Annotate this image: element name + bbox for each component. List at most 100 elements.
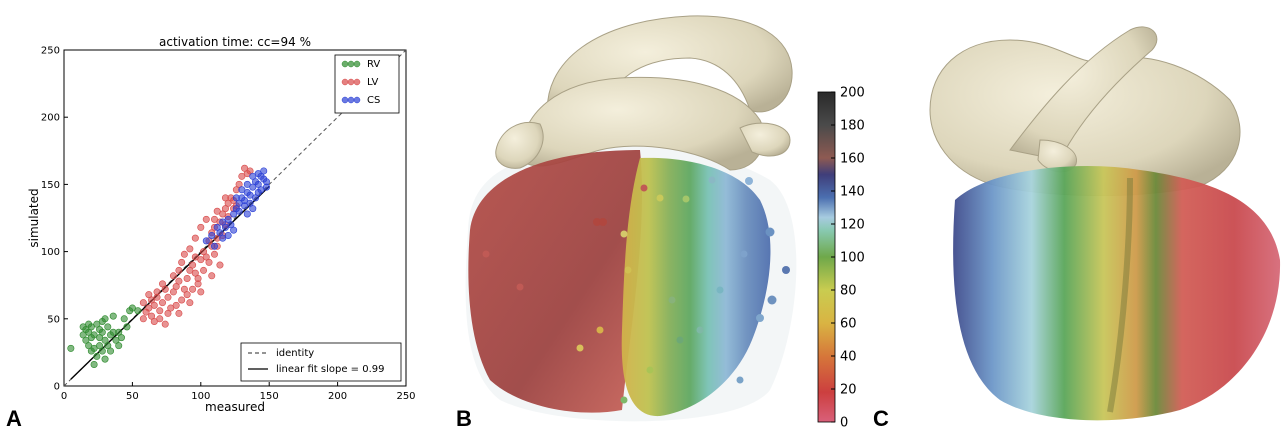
legend-label: LV xyxy=(367,77,378,88)
colorbar-tick-label: 80 xyxy=(840,284,857,299)
point-rv xyxy=(98,328,106,336)
point-cs xyxy=(249,205,257,213)
colorbar-tick-label: 180 xyxy=(840,119,865,134)
point-cs xyxy=(238,186,246,194)
point-cs xyxy=(202,237,210,245)
point-rv xyxy=(67,344,75,352)
colorbar-tick-label: 20 xyxy=(840,383,857,398)
point-cs xyxy=(219,234,227,242)
right-ventricle xyxy=(468,150,643,413)
point-lv xyxy=(175,266,183,274)
legend-marker xyxy=(341,60,349,68)
colorbar-tick-label: 100 xyxy=(840,251,865,266)
point-lv xyxy=(145,304,153,312)
point-rv xyxy=(120,315,128,323)
point-lv xyxy=(156,315,164,323)
point-cs xyxy=(224,231,232,239)
point-rv xyxy=(101,355,109,363)
legend-marker xyxy=(341,78,349,86)
point-rv xyxy=(87,347,95,355)
point-lv xyxy=(161,320,169,328)
point-cs xyxy=(208,231,216,239)
vessel-right xyxy=(739,122,791,157)
colorbar-tick-label: 120 xyxy=(840,218,865,233)
panel-label-c: C xyxy=(873,406,889,428)
x-axis-title: measured xyxy=(205,400,265,414)
point-rv xyxy=(115,342,123,350)
point-lv xyxy=(169,272,177,280)
point-rv xyxy=(104,323,112,331)
colorbar-tick-label: 200 xyxy=(840,86,865,101)
point-lv xyxy=(164,309,172,317)
point-cs xyxy=(246,191,254,199)
panel-label-b: B xyxy=(456,406,472,428)
y-tick-label: 50 xyxy=(47,314,60,325)
colorbar-tick-label: 160 xyxy=(840,152,865,167)
point-rv xyxy=(87,334,95,342)
legend-marker xyxy=(353,78,361,86)
point-rv xyxy=(93,352,101,360)
point-lv xyxy=(150,317,158,325)
x-tick-label: 250 xyxy=(396,391,415,402)
point-cs xyxy=(232,194,240,202)
point-lv xyxy=(210,215,218,223)
septal-groove-c xyxy=(1107,177,1133,413)
series-legend: RV LV CS xyxy=(334,54,400,114)
point-cs xyxy=(254,170,262,178)
point-rv xyxy=(82,336,90,344)
point-cs xyxy=(260,167,268,175)
panel-a: activation time: cc=94 % 0 50 100 150 200 250… xyxy=(27,35,416,414)
colorbar: 0 20 40 60 80 100 120 140 160 180 200 xyxy=(817,86,865,428)
point-lv xyxy=(183,291,191,299)
lines-legend-box xyxy=(240,342,402,382)
point-cs xyxy=(241,202,249,210)
point-lv xyxy=(139,315,147,323)
point-lv xyxy=(139,299,147,307)
point-cs xyxy=(235,207,243,215)
point-rv xyxy=(90,360,98,368)
legend-marker xyxy=(353,60,361,68)
point-lv xyxy=(164,293,172,301)
point-lv xyxy=(145,291,153,299)
point-lv xyxy=(191,234,199,242)
legend-marker xyxy=(353,96,361,104)
point-lv xyxy=(208,272,216,280)
point-lv xyxy=(210,250,218,258)
point-cs xyxy=(221,223,229,231)
point-cs xyxy=(210,242,218,250)
x-tick-label: 150 xyxy=(260,391,279,402)
legend-line-label: identity xyxy=(276,348,314,359)
point-lv xyxy=(186,299,194,307)
point-lv xyxy=(189,261,197,269)
point-lv xyxy=(153,288,161,296)
y-tick-label: 150 xyxy=(41,180,60,191)
colorbar-tick-label: 0 xyxy=(840,416,848,428)
point-lv xyxy=(172,301,180,309)
point-lv xyxy=(238,172,246,180)
point-lv xyxy=(197,256,205,264)
point-lv xyxy=(158,299,166,307)
vessel-left xyxy=(495,122,544,169)
fit-line xyxy=(70,185,270,380)
point-lv xyxy=(191,253,199,261)
legend-marker xyxy=(347,78,355,86)
point-lv xyxy=(175,309,183,317)
ventricles-c xyxy=(953,165,1281,421)
point-lv xyxy=(175,277,183,285)
point-lv xyxy=(180,250,188,258)
legend-marker xyxy=(347,60,355,68)
point-cs xyxy=(262,183,270,191)
point-lv xyxy=(202,215,210,223)
panel-label-a: A xyxy=(6,406,22,428)
legend-line-label: linear fit slope = 0.99 xyxy=(276,364,384,375)
chart-title: activation time: cc=94 % xyxy=(159,35,311,49)
data-points xyxy=(67,164,270,368)
point-cs xyxy=(243,180,251,188)
left-ventricle xyxy=(621,157,771,417)
point-rv xyxy=(85,320,93,328)
y-tick-label: 100 xyxy=(41,247,60,258)
point-rv xyxy=(128,304,136,312)
point-lv xyxy=(200,266,208,274)
point-rv xyxy=(134,307,142,315)
